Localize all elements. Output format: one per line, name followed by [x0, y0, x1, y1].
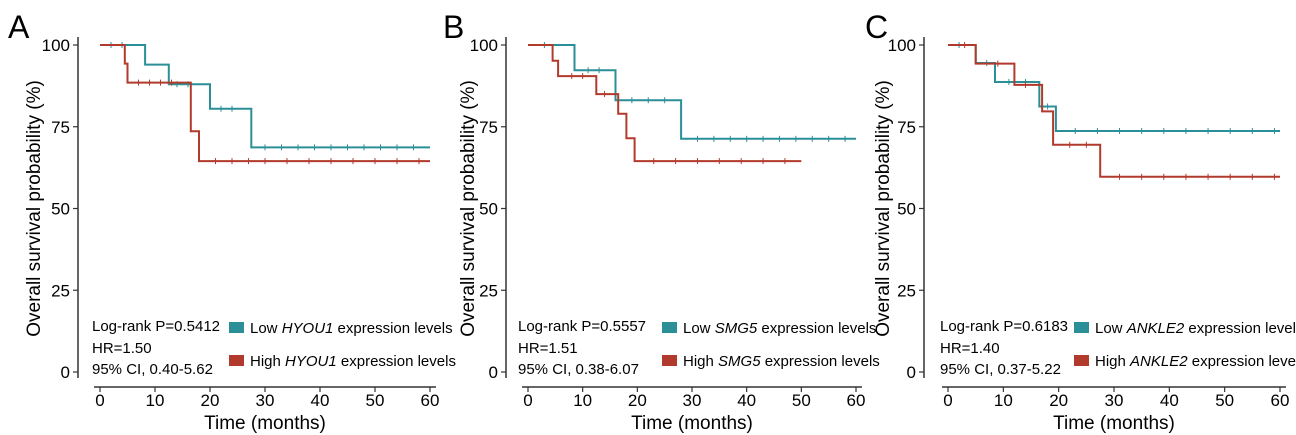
y-tick-label: 50 — [51, 200, 70, 219]
x-tick-label: 30 — [683, 391, 702, 410]
high-survival-curve — [100, 44, 430, 163]
x-tick-label: 50 — [1215, 391, 1234, 410]
legend-swatch-low — [662, 322, 677, 333]
x-tick-label: 40 — [1160, 391, 1179, 410]
legend-label-high: High HYOU1 expression levels — [250, 353, 456, 370]
stats-annotation: HR=1.40 — [940, 340, 1000, 357]
stats-annotation: Log-rank P=0.6183 — [940, 318, 1068, 335]
y-tick-label: 0 — [489, 363, 498, 382]
stats-annotation: 95% CI, 0.38-6.07 — [518, 361, 639, 378]
legend-label-high: High ANKLE2 expression levels — [1095, 353, 1296, 370]
high-survival-curve — [528, 44, 802, 163]
x-tick-label: 60 — [847, 391, 866, 410]
y-tick-label: 0 — [907, 363, 916, 382]
x-tick-label: 20 — [201, 391, 220, 410]
legend-label-low: Low HYOU1 expression levels — [250, 320, 453, 337]
y-tick-label: 25 — [51, 281, 70, 300]
x-tick-label: 30 — [256, 391, 275, 410]
y-tick-label: 100 — [888, 36, 916, 55]
y-tick-label: 0 — [61, 363, 70, 382]
y-tick-label: 75 — [51, 118, 70, 137]
x-tick-label: 30 — [1105, 391, 1124, 410]
legend-label-low: Low SMG5 expression levels — [683, 320, 876, 337]
panel-letter: A — [8, 9, 30, 45]
y-axis-title: Overall survival probability (%) — [873, 80, 894, 337]
legend-swatch-high — [1074, 355, 1089, 366]
x-tick-label: 10 — [573, 391, 592, 410]
x-axis-title: Time (months) — [204, 413, 326, 434]
legend-swatch-low — [1074, 322, 1089, 333]
panel-letter: B — [443, 9, 464, 45]
y-axis-title: Overall survival probability (%) — [458, 80, 479, 337]
stats-annotation: 95% CI, 0.40-5.62 — [92, 361, 213, 378]
stats-annotation: HR=1.50 — [92, 340, 152, 357]
legend-swatch-high — [662, 355, 677, 366]
y-tick-label: 25 — [479, 281, 498, 300]
x-tick-label: 20 — [1049, 391, 1068, 410]
stats-annotation: 95% CI, 0.37-5.22 — [940, 361, 1061, 378]
panel-c: C 0 25 50 75 100 0 10 20 30 40 50 60 Time (months) Ove… — [865, 9, 1296, 434]
legend-label-high: High SMG5 expression levels — [683, 353, 880, 370]
x-axis-title: Time (months) — [631, 413, 753, 434]
x-tick-label: 0 — [523, 391, 532, 410]
y-tick-label: 25 — [897, 281, 916, 300]
x-tick-label: 60 — [1271, 391, 1290, 410]
legend-swatch-low — [229, 322, 244, 333]
y-tick-label: 50 — [479, 200, 498, 219]
y-tick-label: 100 — [42, 36, 70, 55]
low-survival-curve — [528, 44, 856, 140]
stats-annotation: Log-rank P=0.5557 — [518, 318, 646, 335]
y-tick-label: 75 — [479, 118, 498, 137]
y-tick-label: 100 — [470, 36, 498, 55]
stats-annotation: HR=1.51 — [518, 340, 578, 357]
panel-a: A 0 25 50 75 100 0 10 20 30 40 50 60 Time (months) Ove… — [8, 9, 456, 434]
high-survival-curve — [948, 44, 1280, 178]
x-tick-label: 10 — [146, 391, 165, 410]
x-tick-label: 40 — [737, 391, 756, 410]
x-tick-label: 10 — [994, 391, 1013, 410]
x-tick-label: 50 — [792, 391, 811, 410]
y-tick-label: 75 — [897, 118, 916, 137]
stats-annotation: Log-rank P=0.5412 — [92, 318, 220, 335]
x-axis-title: Time (months) — [1053, 413, 1175, 434]
low-survival-curve — [948, 44, 1280, 132]
x-tick-label: 60 — [421, 391, 440, 410]
x-tick-label: 50 — [366, 391, 385, 410]
x-tick-label: 40 — [311, 391, 330, 410]
x-tick-label: 0 — [95, 391, 104, 410]
x-tick-label: 20 — [628, 391, 647, 410]
low-survival-curve — [100, 44, 430, 149]
legend-label-low: Low ANKLE2 expression levels — [1095, 320, 1296, 337]
panel-letter: C — [865, 9, 888, 45]
legend-swatch-high — [229, 355, 244, 366]
y-axis-title: Overall survival probability (%) — [24, 80, 45, 337]
panel-b: B 0 25 50 75 100 0 10 20 30 40 50 60 Time (months) Ove… — [443, 9, 880, 434]
y-tick-label: 50 — [897, 200, 916, 219]
x-tick-label: 0 — [943, 391, 952, 410]
